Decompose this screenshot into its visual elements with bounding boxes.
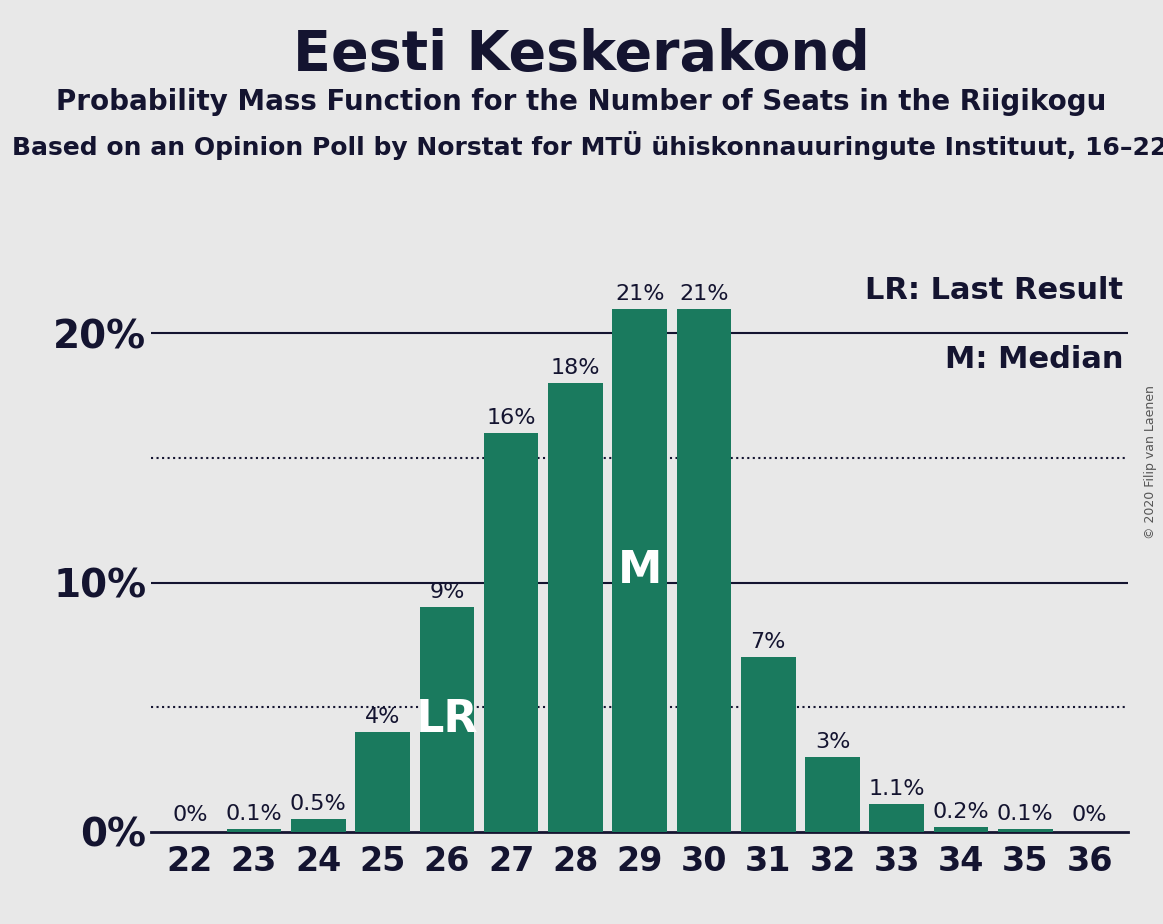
Bar [291,820,345,832]
Text: 9%: 9% [429,582,464,602]
Text: 7%: 7% [750,632,786,652]
Text: M: Median: M: Median [944,345,1123,373]
Text: 0.5%: 0.5% [290,794,347,814]
Text: © 2020 Filip van Laenen: © 2020 Filip van Laenen [1144,385,1157,539]
Text: 0%: 0% [1072,806,1107,825]
Bar [741,657,795,832]
Text: 0%: 0% [172,806,207,825]
Text: 4%: 4% [365,707,400,727]
Bar [934,827,989,832]
Text: 0.2%: 0.2% [933,802,990,821]
Text: 18%: 18% [550,359,600,378]
Bar [677,309,732,832]
Text: LR: Last Result: LR: Last Result [865,276,1123,305]
Text: Based on an Opinion Poll by Norstat for MTÜ ühiskonnauuringute Instituut, 16–22 : Based on an Opinion Poll by Norstat for … [12,131,1163,160]
Text: 3%: 3% [815,732,850,752]
Text: 21%: 21% [679,284,729,304]
Bar [805,757,859,832]
Text: Eesti Keskerakond: Eesti Keskerakond [293,28,870,81]
Bar [870,804,925,832]
Text: 1.1%: 1.1% [869,779,925,799]
Bar [484,433,538,832]
Bar [613,309,666,832]
Text: 0.1%: 0.1% [226,804,283,824]
Text: 16%: 16% [486,408,536,428]
Bar [998,829,1053,832]
Bar [355,732,409,832]
Text: LR: LR [415,698,478,741]
Bar [420,607,475,832]
Bar [227,829,281,832]
Text: M: M [618,549,662,591]
Bar [548,383,602,832]
Text: 21%: 21% [615,284,664,304]
Text: Probability Mass Function for the Number of Seats in the Riigikogu: Probability Mass Function for the Number… [56,88,1107,116]
Text: 0.1%: 0.1% [997,804,1054,824]
